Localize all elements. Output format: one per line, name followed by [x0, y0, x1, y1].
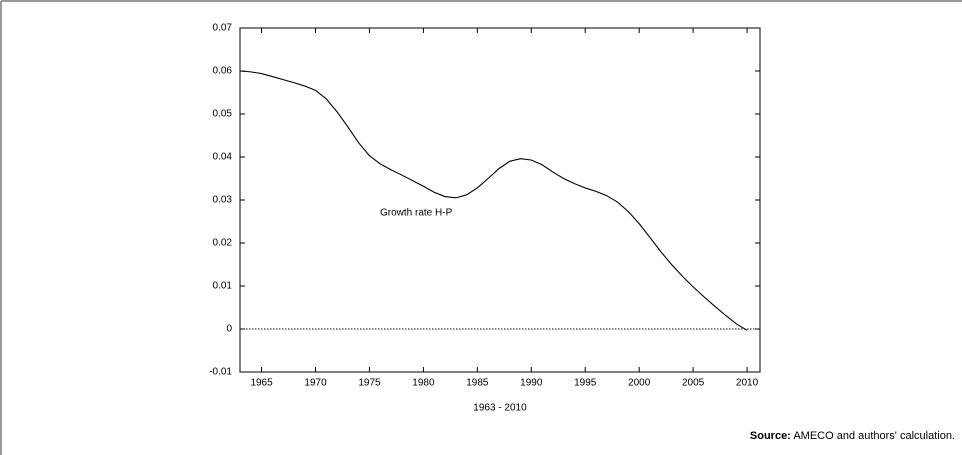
x-tick-label: 2000 — [628, 378, 651, 389]
x-tick-label: 2010 — [736, 378, 759, 389]
x-tick-label: 1990 — [520, 378, 543, 389]
line — [239, 70, 748, 331]
y-tick-label: 0.07 — [213, 23, 233, 34]
y-tick-label: 0.01 — [213, 281, 233, 292]
x-tick-label: 1965 — [250, 378, 273, 389]
annotation: Growth rate H-P — [380, 208, 453, 219]
x-tick-label: 1985 — [466, 378, 489, 389]
x-tick-label: 1980 — [412, 378, 435, 389]
x-tick-label: 2005 — [682, 378, 705, 389]
y-tick-label: 0.05 — [213, 109, 233, 120]
x-axis-label: 1963 - 2010 — [473, 403, 527, 414]
y-tick-label: 0.04 — [213, 152, 233, 163]
source-text: AMECO and authors' calculation. — [793, 430, 955, 442]
source-label: Source: — [750, 430, 791, 442]
x-tick-label: 1970 — [304, 378, 327, 389]
source: Source: AMECO and authors' calculation. — [750, 430, 955, 442]
y-tick-label: -0.01 — [209, 367, 232, 378]
y-tick-label: 0.02 — [213, 238, 233, 249]
x-tick-label: 1995 — [574, 378, 597, 389]
plot-frame — [239, 27, 761, 373]
y-tick-label: 0.03 — [213, 195, 233, 206]
y-tick-label: 0 — [226, 324, 232, 335]
y-tick-label: 0.06 — [213, 66, 233, 77]
x-tick-label: 1975 — [358, 378, 381, 389]
